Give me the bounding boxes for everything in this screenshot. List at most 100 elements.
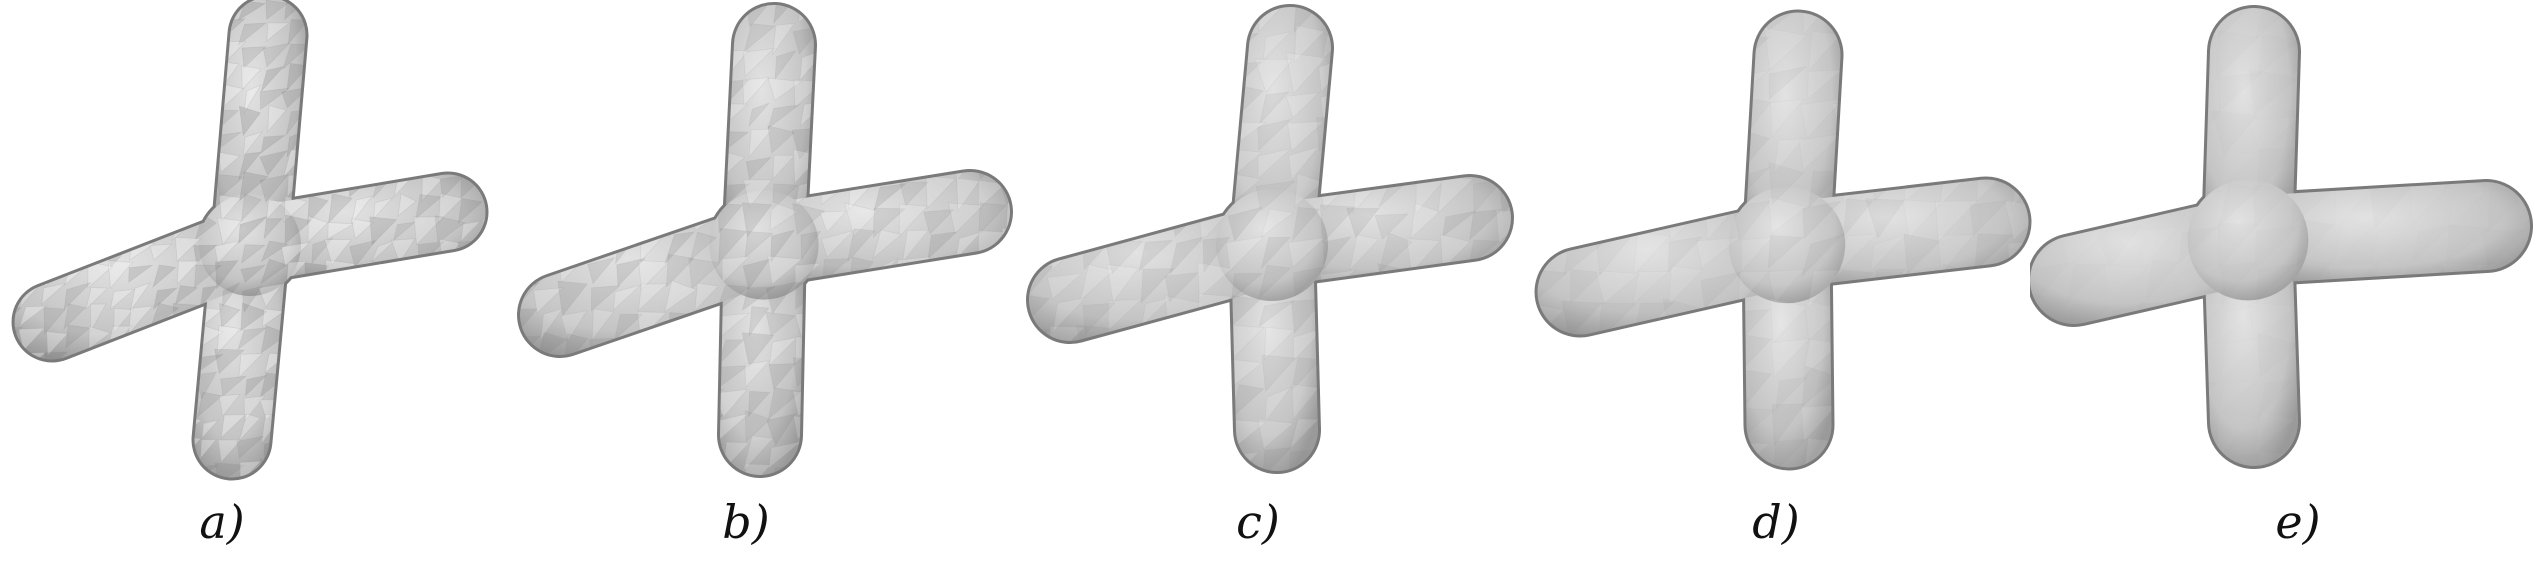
mesh-facet xyxy=(18,133,43,152)
mesh-facet xyxy=(170,194,202,221)
mesh-facet xyxy=(1803,437,1844,468)
mesh-facet xyxy=(560,80,594,104)
mesh-facet xyxy=(694,100,720,132)
mesh-facet xyxy=(560,364,589,389)
mesh-facet xyxy=(14,353,24,379)
mesh-facet xyxy=(1168,450,1204,472)
mesh-facet xyxy=(1704,438,1738,468)
mesh-facet xyxy=(2065,75,2102,115)
mesh-facet xyxy=(347,66,378,88)
mesh-facet xyxy=(131,127,157,160)
mesh-facet xyxy=(2258,451,2294,490)
mesh-facet xyxy=(1563,34,1605,72)
mesh-facet xyxy=(1167,326,1204,359)
mesh-facet xyxy=(743,23,776,52)
mesh-facet xyxy=(663,125,695,158)
mesh-facet xyxy=(1467,53,1505,95)
mesh-facet xyxy=(520,158,536,184)
mesh-facet xyxy=(822,97,853,135)
mesh-facet xyxy=(351,195,373,225)
mesh-facet xyxy=(1317,386,1356,421)
mesh-facet xyxy=(375,370,393,401)
mesh-facet xyxy=(285,461,306,478)
mesh-facet xyxy=(844,202,880,238)
mesh-facet xyxy=(1289,418,1320,450)
mesh-facet xyxy=(533,435,565,472)
mesh-facet xyxy=(90,465,107,478)
mesh-facet xyxy=(177,483,200,490)
mesh-facet xyxy=(948,362,978,392)
mesh-facet xyxy=(847,48,878,82)
mesh-facet xyxy=(1701,477,1734,490)
mesh-facet xyxy=(1500,146,1511,179)
mesh-facet xyxy=(639,22,670,51)
mesh-facet xyxy=(560,151,588,185)
mesh-facet xyxy=(1384,418,1410,453)
mesh-facet xyxy=(149,398,175,420)
mesh-facet xyxy=(617,412,641,446)
mesh-facet xyxy=(616,438,642,473)
mesh-facet xyxy=(19,305,48,328)
mesh-facet xyxy=(1703,406,1736,441)
mesh-facet xyxy=(1383,292,1413,334)
mesh-facet xyxy=(482,178,486,196)
mesh-facet xyxy=(169,38,202,66)
mesh-facet xyxy=(14,439,27,465)
mesh-facet xyxy=(434,215,467,243)
mesh-facet xyxy=(897,335,927,365)
mesh-facet xyxy=(1436,32,1470,62)
mesh-shape-b xyxy=(517,2,1013,478)
mesh-facet xyxy=(1053,87,1080,119)
mesh-facet xyxy=(688,363,721,395)
mesh-facet xyxy=(819,462,851,476)
mesh-facet xyxy=(503,130,507,150)
mesh-shape-c xyxy=(1026,4,1514,490)
mesh-facet xyxy=(481,436,486,464)
mesh-facet xyxy=(1000,106,1011,135)
mesh-facet xyxy=(61,435,91,463)
mesh-arm-top xyxy=(2204,8,2298,242)
mesh-facet xyxy=(800,230,822,261)
mesh-facet xyxy=(1170,152,1205,184)
mesh-facet xyxy=(872,229,903,260)
mesh-facet xyxy=(302,150,335,175)
mesh-facet xyxy=(2488,296,2520,344)
mesh-facet xyxy=(238,353,264,379)
mesh-facet xyxy=(923,73,959,107)
mesh-facet xyxy=(413,458,441,478)
mesh-facet xyxy=(174,236,202,262)
mesh-facet xyxy=(637,125,668,155)
mesh-facet xyxy=(1008,261,1011,287)
mesh-facet xyxy=(436,437,464,467)
mesh-facet xyxy=(1137,88,1171,120)
mesh-facet xyxy=(304,86,329,113)
mesh-facet xyxy=(238,105,262,137)
mesh-facet xyxy=(1355,473,1380,490)
mesh-facet xyxy=(325,153,353,178)
mesh-facet xyxy=(110,195,132,222)
mesh-facet xyxy=(1377,452,1412,472)
mesh-facet xyxy=(873,80,901,107)
mesh-facet xyxy=(326,391,356,423)
mesh-facet xyxy=(2101,0,2141,35)
mesh-facet xyxy=(696,308,722,343)
mesh-facet xyxy=(199,285,218,310)
mesh-facet xyxy=(435,325,466,350)
mesh-facet xyxy=(1800,98,1845,140)
mesh-facet xyxy=(421,173,443,203)
mesh-facet xyxy=(60,238,89,264)
mesh-facet xyxy=(1537,170,1571,208)
mesh-facet xyxy=(1537,12,1566,36)
mesh-facet xyxy=(872,308,900,341)
mesh-facet xyxy=(287,19,309,46)
mesh-facet xyxy=(1285,92,1320,119)
mesh-facet xyxy=(503,439,507,466)
mesh-facet xyxy=(391,20,418,47)
mesh-facet xyxy=(980,22,1004,56)
mesh-facet xyxy=(328,438,350,459)
mesh-facet xyxy=(458,353,486,374)
mesh-facet xyxy=(393,260,421,289)
mesh-facet xyxy=(2148,0,2179,36)
mesh-facet xyxy=(1374,116,1414,151)
mesh-facet xyxy=(259,173,290,203)
